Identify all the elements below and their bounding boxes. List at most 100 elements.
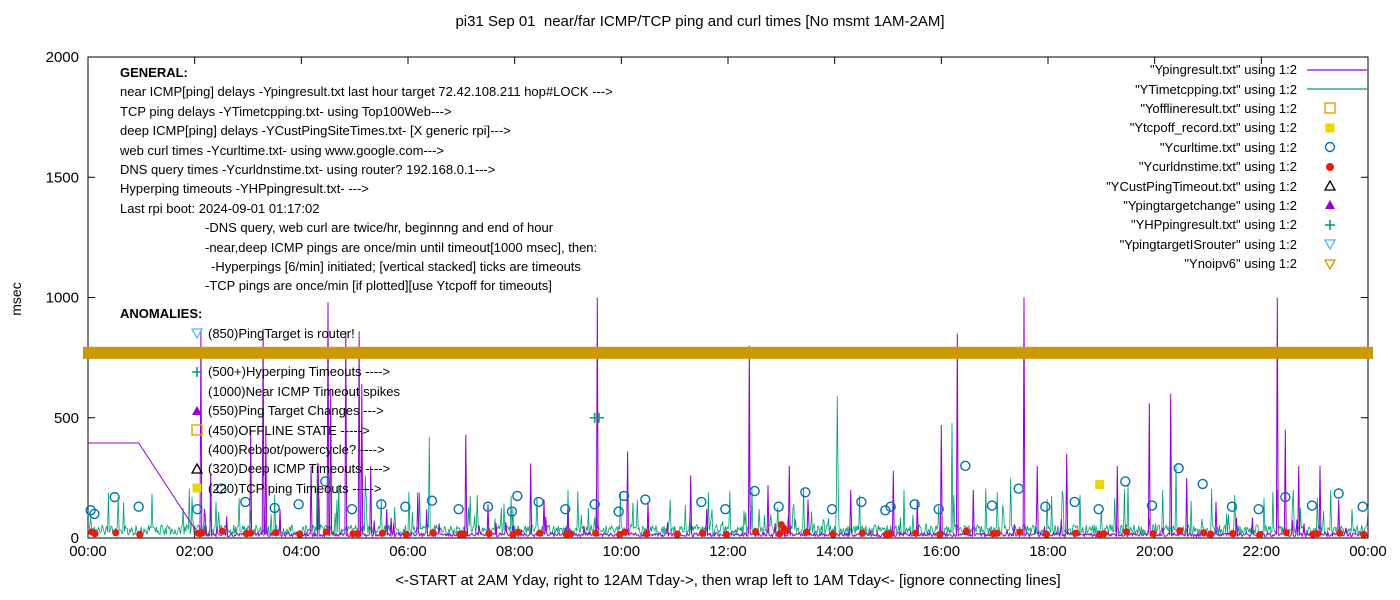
general-line: -TCP pings are once/min [if plotted][use… bbox=[205, 278, 552, 294]
anomalies-heading: ANOMALIES: bbox=[120, 306, 203, 321]
curl-point bbox=[1146, 500, 1158, 511]
dns-point bbox=[485, 530, 493, 538]
legend-item: "Ycurldnstime.txt" using 1:2 bbox=[1106, 157, 1369, 176]
dns-point bbox=[887, 530, 895, 538]
legend-sample bbox=[1305, 120, 1369, 136]
dns-point bbox=[567, 530, 575, 538]
curl-point bbox=[1306, 500, 1318, 511]
anomaly-item: (450)OFFLINE STATE -----> bbox=[120, 420, 400, 439]
anomaly-item: (500+)Hyperping Timeouts ----> bbox=[120, 362, 400, 381]
square-open-icon bbox=[188, 422, 206, 438]
legend: "Ypingresult.txt" using 1:2 "YTimetcpping… bbox=[1106, 60, 1369, 273]
legend-label: "Yofflineresult.txt" using 1:2 bbox=[1140, 100, 1297, 116]
tri-down-open-icon bbox=[1323, 258, 1337, 270]
x-tick-label: 14:00 bbox=[816, 543, 854, 560]
curl-point bbox=[89, 508, 100, 520]
legend-label: "Ypingresult.txt" using 1:2 bbox=[1149, 62, 1297, 78]
curl-point bbox=[109, 491, 120, 503]
legend-label: "YHPpingresult.txt" using 1:2 bbox=[1130, 217, 1297, 233]
dns-point bbox=[802, 528, 811, 536]
dns-point bbox=[1042, 530, 1050, 538]
legend-item: "Ypingresult.txt" using 1:2 bbox=[1106, 60, 1369, 79]
curl-point bbox=[1013, 483, 1024, 494]
curl-point bbox=[1197, 478, 1208, 490]
general-line: DNS query times -Ycurldnstime.txt- using… bbox=[120, 162, 496, 178]
dns-point bbox=[1336, 529, 1344, 537]
general-line: web curl times -Ycurltime.txt- using www… bbox=[120, 142, 445, 158]
anomaly-marker-none bbox=[188, 441, 206, 457]
legend-sample bbox=[1305, 256, 1369, 272]
dns-point bbox=[353, 530, 361, 538]
tcpoff-point bbox=[1095, 480, 1105, 490]
anomaly-item: (320)Deep ICMP Timeouts ----> bbox=[120, 459, 400, 478]
curl-point bbox=[346, 503, 358, 515]
dns-point bbox=[1360, 530, 1368, 538]
legend-label: "YpingtargetISrouter" using 1:2 bbox=[1119, 236, 1297, 252]
anomaly-label: (500+)Hyperping Timeouts ----> bbox=[208, 364, 391, 380]
dns-point bbox=[642, 530, 651, 538]
general-lines: near ICMP[ping] delays -Ypingresult.txt … bbox=[120, 82, 613, 295]
curl-point bbox=[1120, 476, 1131, 487]
dns-point bbox=[1229, 530, 1237, 538]
x-tick-label: 12:00 bbox=[709, 543, 747, 560]
legend-sample bbox=[1305, 139, 1369, 155]
curl-point bbox=[1357, 501, 1368, 512]
dns-point bbox=[912, 529, 920, 537]
circle-filled-icon bbox=[1326, 162, 1334, 171]
tri-up-filled-icon bbox=[1325, 200, 1335, 210]
legend-sample bbox=[1305, 197, 1369, 213]
x-tick-label: 08:00 bbox=[496, 543, 534, 560]
tri-down-open-icon bbox=[1323, 239, 1337, 251]
dns-point bbox=[514, 528, 523, 536]
anomaly-marker-none bbox=[188, 383, 206, 399]
dns-point bbox=[296, 530, 304, 538]
square-filled-icon bbox=[1325, 123, 1335, 133]
y-axis-label: msec bbox=[8, 282, 24, 316]
general-line: -Hyperpings [6/min] initiated; [vertical… bbox=[211, 259, 581, 275]
dns-point bbox=[783, 527, 791, 535]
curl-point bbox=[880, 505, 891, 516]
x-tick-label: 04:00 bbox=[283, 543, 321, 560]
dns-point bbox=[592, 529, 600, 537]
curl-point bbox=[533, 496, 544, 508]
curl-point bbox=[773, 501, 784, 512]
dns-point bbox=[829, 530, 837, 538]
dns-point bbox=[1072, 529, 1080, 537]
general-line: -near,deep ICMP pings are once/min until… bbox=[205, 239, 598, 255]
curl-point bbox=[1040, 501, 1051, 512]
anomaly-label: (1000)Near ICMP Timeout spikes bbox=[208, 383, 400, 399]
y-tick-label: 0 bbox=[71, 530, 79, 547]
anomaly-label: (450)OFFLINE STATE -----> bbox=[208, 422, 370, 438]
dns-point bbox=[1122, 528, 1130, 536]
curl-point bbox=[560, 503, 571, 515]
dns-point bbox=[112, 529, 120, 537]
dns-point bbox=[1149, 530, 1157, 538]
dns-point bbox=[1207, 530, 1215, 538]
x-tick-label: 06:00 bbox=[389, 543, 427, 560]
tri-down-open-icon bbox=[188, 325, 206, 341]
curl-point bbox=[1333, 488, 1344, 499]
curl-point bbox=[1226, 501, 1238, 512]
dns-point bbox=[91, 530, 99, 538]
anomaly-item: (550)Ping Target Changes ---> bbox=[120, 401, 400, 420]
curl-point bbox=[696, 496, 707, 508]
dns-point bbox=[1100, 530, 1108, 538]
dns-point bbox=[993, 529, 1001, 537]
general-line: Hyperping timeouts -YHPpingresult.txt- -… bbox=[120, 181, 369, 197]
hyperping-point bbox=[593, 412, 604, 423]
anomaly-label: (320)Deep ICMP Timeouts ----> bbox=[208, 461, 391, 477]
curl-point bbox=[453, 503, 464, 515]
y-tick-label: 500 bbox=[54, 410, 79, 427]
curl-point bbox=[376, 499, 387, 510]
curl-point bbox=[133, 501, 144, 512]
legend-item: "Yofflineresult.txt" using 1:2 bbox=[1106, 99, 1369, 118]
dns-point bbox=[136, 530, 144, 538]
x-tick-label: 02:00 bbox=[176, 543, 214, 560]
legend-item: "Ynoipv6" using 1:2 bbox=[1106, 254, 1369, 273]
y-tick-label: 1500 bbox=[46, 169, 79, 186]
general-annotation: GENERAL: near ICMP[ping] delays -Ypingre… bbox=[120, 63, 613, 296]
legend-sample bbox=[1305, 159, 1369, 175]
dns-point bbox=[962, 527, 971, 535]
general-heading: GENERAL: bbox=[120, 65, 188, 80]
curl-point bbox=[85, 505, 96, 516]
